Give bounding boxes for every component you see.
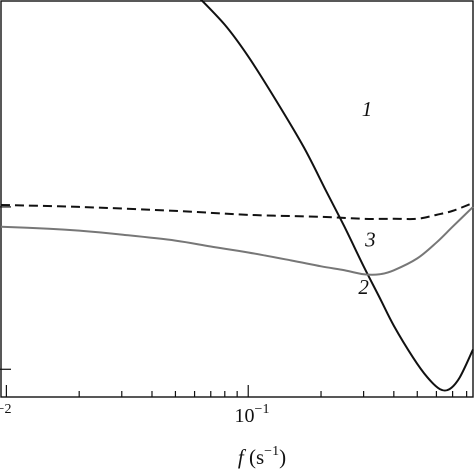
series-label-3: 3 xyxy=(364,228,376,252)
series-line-1 xyxy=(199,0,474,392)
series-labels: 1 2 3 xyxy=(358,97,375,299)
series-label-2: 2 xyxy=(358,275,369,299)
series-line-2 xyxy=(0,206,474,276)
x-axis-label: f (s−1) xyxy=(238,444,286,469)
tick-marks xyxy=(0,206,468,397)
x-tick-label-1e-1: 10−1 xyxy=(235,402,270,427)
series-label-1: 1 xyxy=(362,97,373,121)
series-lines xyxy=(0,0,474,392)
series-line-3 xyxy=(0,202,474,221)
x-tick-label-1e-2: 10−2 xyxy=(0,402,11,427)
plot-frame xyxy=(0,0,474,398)
